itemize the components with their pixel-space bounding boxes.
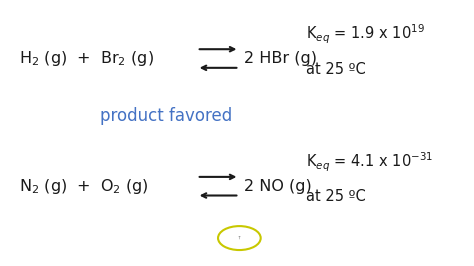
Text: at 25 ºC: at 25 ºC xyxy=(306,189,365,204)
Text: K$_{eq}$ = 1.9 x 10$^{19}$: K$_{eq}$ = 1.9 x 10$^{19}$ xyxy=(306,23,425,46)
Text: H$_2$ (g)  +  Br$_2$ (g): H$_2$ (g) + Br$_2$ (g) xyxy=(19,49,154,68)
Text: at 25 ºC: at 25 ºC xyxy=(306,62,365,77)
Text: 2 NO (g): 2 NO (g) xyxy=(244,179,312,194)
Text: ꜛ: ꜛ xyxy=(238,235,241,244)
Text: N$_2$ (g)  +  O$_2$ (g): N$_2$ (g) + O$_2$ (g) xyxy=(19,177,149,196)
Text: K$_{eq}$ = 4.1 x 10$^{-31}$: K$_{eq}$ = 4.1 x 10$^{-31}$ xyxy=(306,151,433,174)
Text: 2 HBr (g): 2 HBr (g) xyxy=(244,51,317,66)
Text: product favored: product favored xyxy=(100,107,232,125)
